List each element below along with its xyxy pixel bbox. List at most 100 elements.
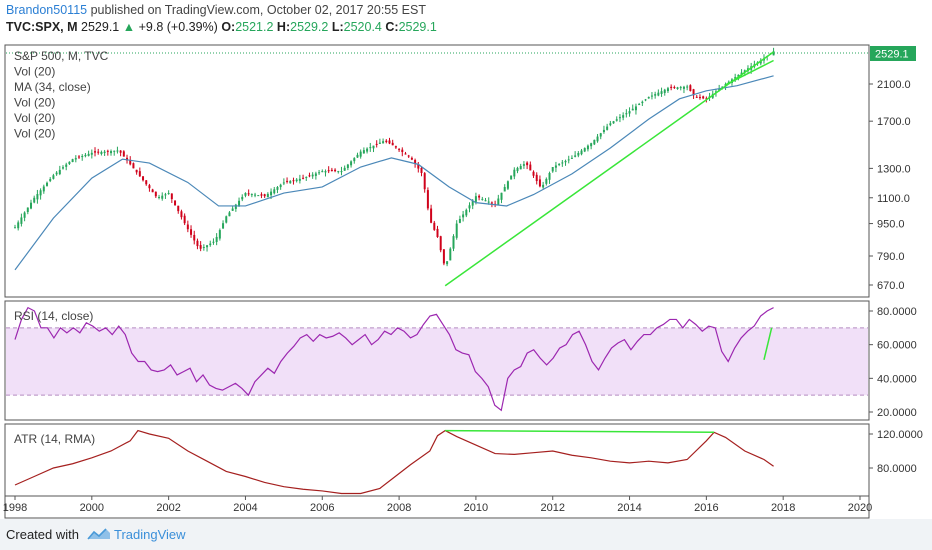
candle-body bbox=[558, 163, 561, 165]
candle-body bbox=[686, 86, 689, 88]
candle-body bbox=[90, 152, 93, 155]
trend-line bbox=[444, 51, 775, 287]
ma-line bbox=[14, 75, 774, 271]
candle-body bbox=[458, 218, 461, 223]
candle-body bbox=[148, 185, 151, 189]
candle-body bbox=[660, 91, 663, 94]
candle-body bbox=[462, 214, 465, 218]
candle-body bbox=[145, 180, 148, 185]
candle-body bbox=[295, 179, 298, 182]
candle-body bbox=[382, 141, 385, 144]
x-tick-label: 1998 bbox=[3, 502, 27, 514]
x-tick-label: 2008 bbox=[387, 502, 411, 514]
candle-body bbox=[673, 87, 676, 89]
candle-body bbox=[609, 123, 612, 126]
chart-area[interactable]: 2100.0 1700.0 1300.0 1100.0 950.0 790.0 670.0 8… bbox=[0, 0, 932, 519]
candle-body bbox=[58, 169, 61, 175]
candle-body bbox=[724, 84, 727, 87]
price-tag-value: 2529.1 bbox=[875, 49, 909, 61]
candle-body bbox=[500, 192, 503, 200]
candle-body bbox=[503, 187, 506, 192]
candle-body bbox=[55, 172, 58, 175]
high-label: H: bbox=[276, 20, 291, 34]
candle-body bbox=[449, 248, 452, 261]
x-tick-label: 2018 bbox=[771, 502, 795, 514]
atr-legend: ATR (14, RMA) bbox=[14, 432, 95, 446]
candle-body bbox=[103, 151, 106, 153]
candle-body bbox=[465, 209, 468, 216]
candle-body bbox=[510, 175, 513, 180]
candle-body bbox=[238, 200, 241, 206]
candle-body bbox=[225, 216, 228, 223]
candle-body bbox=[87, 153, 90, 156]
candle-body bbox=[215, 236, 218, 242]
candle-body bbox=[423, 173, 426, 190]
x-axis-frame bbox=[4, 495, 870, 519]
candle-body bbox=[570, 157, 573, 159]
candle-body bbox=[548, 172, 551, 180]
low-value: 2520.4 bbox=[343, 20, 382, 34]
candle-body bbox=[164, 194, 167, 196]
candle-body bbox=[452, 236, 455, 249]
open-label: O: bbox=[221, 20, 236, 34]
rsi-tick-label: 40.0000 bbox=[877, 373, 917, 385]
candle-body bbox=[529, 164, 532, 171]
candle-body bbox=[20, 217, 23, 224]
candle-body bbox=[308, 175, 311, 177]
candle-body bbox=[305, 176, 308, 178]
candle-body bbox=[158, 196, 161, 198]
candle-body bbox=[135, 169, 138, 173]
candle-body bbox=[241, 196, 244, 200]
candle-body bbox=[618, 117, 621, 119]
author-link[interactable]: Brandon50115 bbox=[6, 3, 88, 17]
candle-body bbox=[318, 172, 321, 174]
candle-body bbox=[343, 167, 346, 171]
tradingview-link[interactable]: TradingView bbox=[114, 527, 186, 542]
x-tick-label: 2014 bbox=[617, 502, 641, 514]
candle-body bbox=[622, 115, 625, 118]
candle-body bbox=[65, 164, 68, 167]
candle-body bbox=[634, 106, 637, 111]
candle-body bbox=[119, 150, 122, 153]
candle-body bbox=[346, 164, 349, 168]
candle-body bbox=[506, 181, 509, 189]
candle-body bbox=[740, 72, 743, 75]
candle-body bbox=[78, 156, 81, 158]
candle-body bbox=[551, 167, 554, 172]
candle-body bbox=[23, 212, 26, 218]
atr-trend-line bbox=[445, 429, 715, 434]
candle-body bbox=[49, 179, 52, 182]
candle-body bbox=[228, 212, 231, 217]
candle-body bbox=[202, 247, 205, 249]
candle-body bbox=[356, 154, 359, 158]
candle-body bbox=[625, 113, 628, 115]
candle-body bbox=[641, 101, 644, 104]
candle-body bbox=[398, 149, 401, 151]
candle-body bbox=[410, 157, 413, 160]
candle-body bbox=[474, 196, 477, 202]
candle-body bbox=[564, 160, 567, 163]
created-with-label: Created with bbox=[6, 527, 79, 542]
candle-body bbox=[743, 70, 746, 73]
candle-body bbox=[439, 236, 442, 251]
candle-body bbox=[52, 175, 55, 179]
candle-body bbox=[174, 200, 177, 206]
candle-body bbox=[519, 166, 522, 170]
ohlc-line: TVC:SPX, M 2529.1 ▲ +9.8 (+0.39%) O:2521… bbox=[6, 20, 437, 34]
candle-body bbox=[593, 139, 596, 145]
candle-body bbox=[17, 222, 20, 229]
candle-body bbox=[193, 234, 196, 241]
candle-body bbox=[705, 98, 708, 100]
candle-body bbox=[270, 191, 273, 196]
candle-body bbox=[369, 147, 372, 149]
rsi-tick-label: 20.0000 bbox=[877, 407, 917, 419]
candle-body bbox=[231, 208, 234, 211]
rsi-layer bbox=[14, 306, 774, 412]
candle-body bbox=[682, 86, 685, 89]
x-tick-label: 2010 bbox=[464, 502, 488, 514]
candle-body bbox=[161, 195, 164, 199]
candle-body bbox=[286, 180, 289, 182]
candle-body bbox=[234, 204, 237, 209]
candle-body bbox=[516, 167, 519, 172]
